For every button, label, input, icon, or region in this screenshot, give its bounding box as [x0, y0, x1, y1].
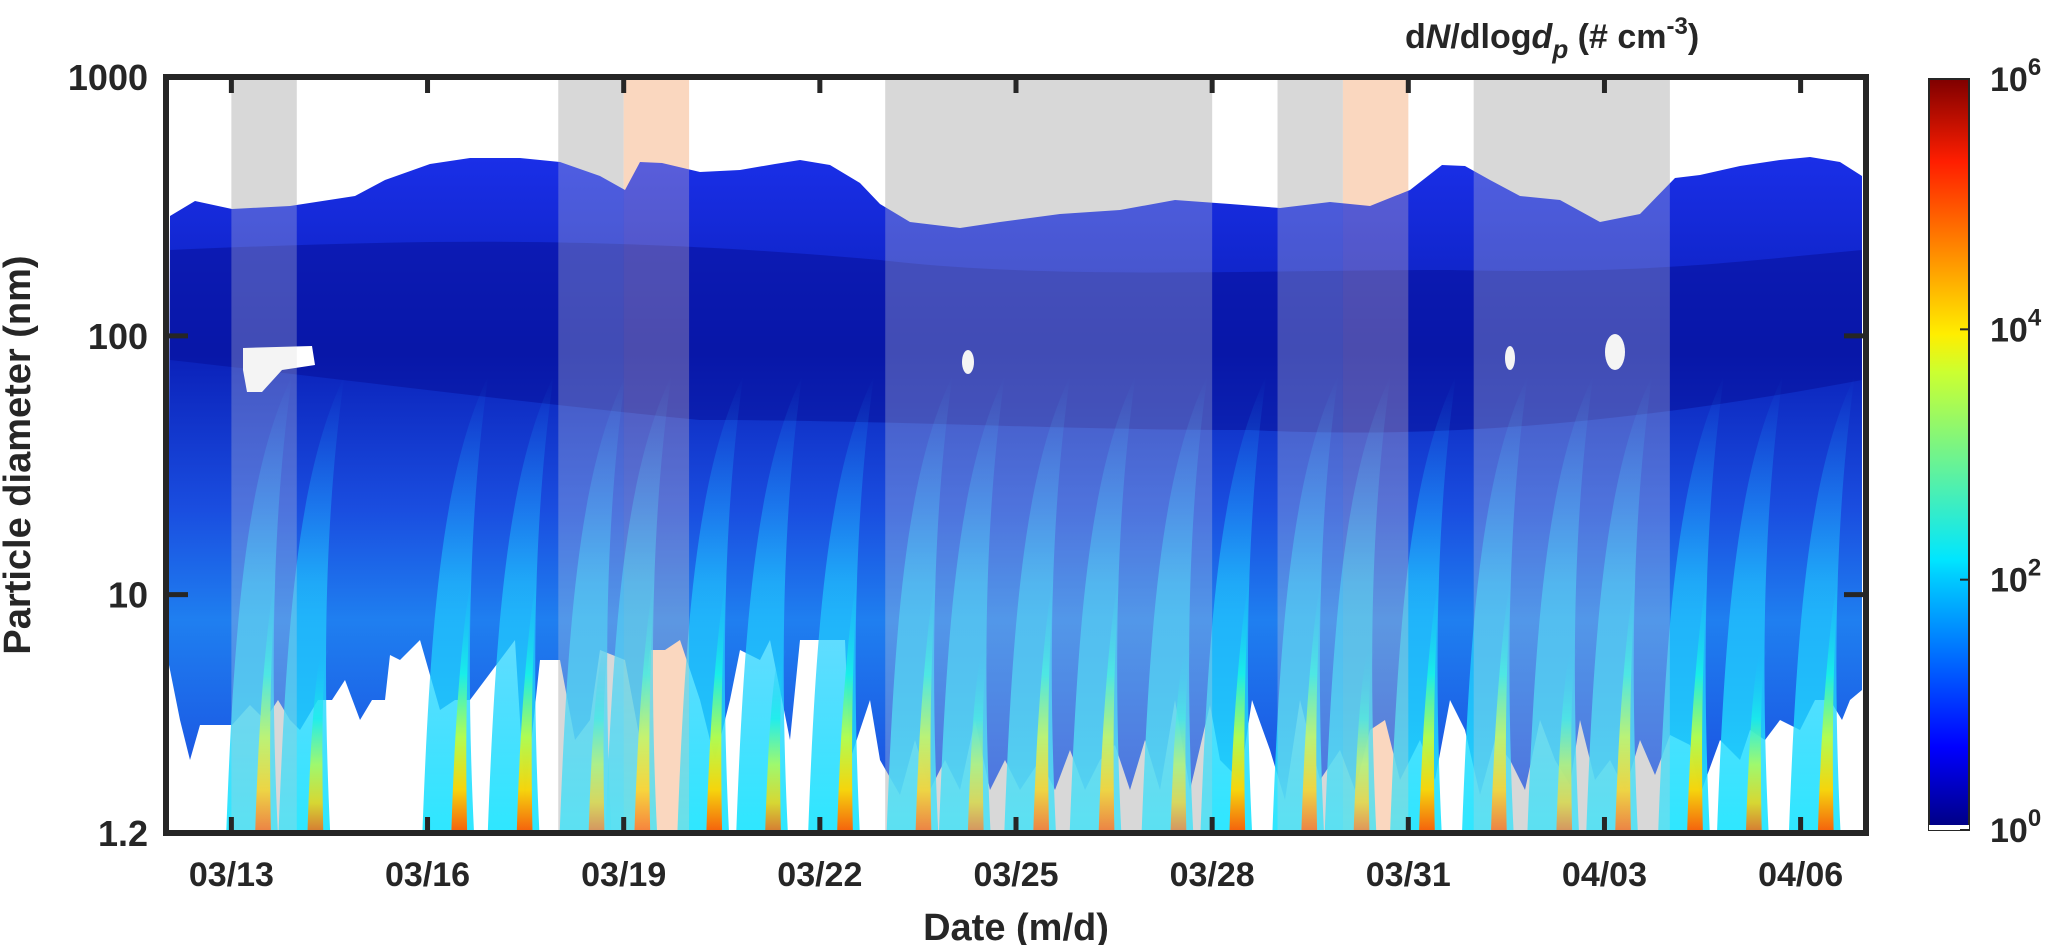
x-tick-label: 03/16: [385, 856, 470, 894]
x-tick-label: 03/13: [189, 856, 274, 894]
colorbar: [1928, 78, 1970, 831]
nucleation-halo-14: [1141, 375, 1208, 833]
nucleation-plume-16: [1301, 574, 1323, 833]
nucleation-halo-9: [808, 375, 874, 833]
data-gap-2: [962, 350, 974, 374]
nucleation-plume-2: [307, 646, 329, 833]
shaded-period-overlay-3: [623, 77, 690, 833]
shaded-period-overlay-4: [885, 77, 1213, 833]
nucleation-halo-23: [1717, 375, 1783, 833]
nucleation-halo-15: [1200, 375, 1267, 833]
nucleation-plume-19: [1490, 574, 1512, 833]
nucleation-halo-10: [886, 375, 953, 833]
nucleation-halo-20: [1527, 375, 1594, 833]
colorbar-zero-band: [1929, 825, 1969, 830]
data-gap-3: [1505, 346, 1515, 370]
shaded-period-overlay-1: [231, 77, 297, 833]
y-tick-label: 10: [108, 575, 148, 616]
x-tick-label: 04/06: [1758, 856, 1843, 894]
shaded-period-overlay-5: [1277, 77, 1343, 833]
nucleation-halo-18: [1390, 375, 1456, 833]
nucleation-halo-22: [1658, 375, 1724, 833]
nucleation-halo-2: [278, 375, 345, 833]
nucleation-halo-17: [1324, 375, 1391, 833]
nucleation-halo-6: [605, 375, 672, 833]
nucleation-halo-19: [1462, 375, 1528, 833]
size-distribution-field: [168, 77, 1862, 833]
colorbar-ticks: 106 104 102 100: [1960, 54, 2042, 850]
shaded-period-overlay-7: [1473, 77, 1670, 833]
x-tick-label: 03/25: [973, 856, 1058, 894]
colorbar-label: dN/dlogdp (# cm-3): [1405, 13, 1699, 64]
nucleation-plume-20: [1556, 646, 1578, 833]
nucleation-halo-24: [1788, 375, 1855, 833]
nucleation-plume-14: [1170, 646, 1192, 833]
nucleation-halo-12: [1004, 375, 1071, 833]
nucleation-plume-17: [1353, 646, 1375, 833]
x-tick-label: 03/28: [1170, 856, 1255, 894]
colorbar-tick-label: 100: [1990, 805, 2041, 850]
nucleation-plume-15: [1229, 574, 1251, 833]
nucleation-halo-4: [487, 375, 554, 833]
nucleation-halo-21: [1586, 375, 1653, 833]
x-tick-label: 03/19: [581, 856, 666, 894]
accumulation-core-band: [170, 241, 1862, 433]
nucleation-plume-1: [255, 574, 277, 833]
nucleation-plume-12: [1033, 574, 1055, 833]
x-tick-label: 03/31: [1366, 856, 1451, 894]
colorbar-tick-label: 106: [1990, 54, 2041, 99]
colorbar-tick-label: 102: [1990, 555, 2041, 600]
shaded-period-overlay-2: [558, 77, 624, 833]
x-tick-label: 04/03: [1562, 856, 1647, 894]
y-axis-label: Particle diameter (nm): [0, 255, 39, 654]
data-gap-1: [243, 346, 315, 392]
nucleation-plumes: [255, 574, 1839, 833]
nucleation-plume-11: [967, 646, 989, 833]
nucleation-plume-18: [1419, 574, 1440, 833]
nucleation-plume-24: [1817, 574, 1839, 833]
nucleation-halos: [226, 375, 1855, 833]
nucleation-halo-11: [938, 375, 1005, 833]
nucleation-halo-8: [736, 375, 803, 833]
nucleation-halo-7: [677, 375, 744, 833]
nucleation-plume-4: [516, 574, 538, 833]
nucleation-plume-13: [1098, 574, 1120, 833]
nucleation-plume-8: [765, 646, 787, 833]
y-axis: 1000 100 10 1.2: [68, 57, 1866, 854]
nucleation-halo-3: [422, 375, 489, 833]
data-gap-4: [1605, 334, 1625, 370]
nucleation-plume-6: [634, 574, 656, 833]
shaded-period-overlay-6: [1342, 77, 1409, 833]
nucleation-plume-7: [706, 574, 728, 833]
nucleation-halo-16: [1272, 375, 1339, 833]
nucleation-plume-5: [588, 646, 610, 833]
y-tick-label: 1000: [68, 57, 148, 98]
x-tick-label: 03/22: [777, 856, 862, 894]
nucleation-plume-22: [1687, 574, 1708, 833]
nucleation-plume-10: [915, 574, 937, 833]
y-tick-label: 1.2: [98, 813, 148, 854]
x-axis-label: Date (m/d): [923, 907, 1109, 945]
nucleation-halo-5: [559, 375, 626, 833]
nucleation-plume-3: [451, 574, 473, 833]
nucleation-plume-21: [1615, 574, 1637, 833]
x-axis: 03/13 03/16 03/19 03/22 03/25 03/28 03/31 04/03…: [189, 77, 1843, 894]
colorbar-tick-label: 104: [1990, 304, 2042, 349]
nucleation-plume-9: [837, 574, 858, 833]
nucleation-halo-13: [1069, 375, 1136, 833]
nucleation-plume-23: [1745, 646, 1767, 833]
nucleation-halo-1: [226, 375, 293, 833]
y-tick-label: 100: [88, 316, 148, 357]
